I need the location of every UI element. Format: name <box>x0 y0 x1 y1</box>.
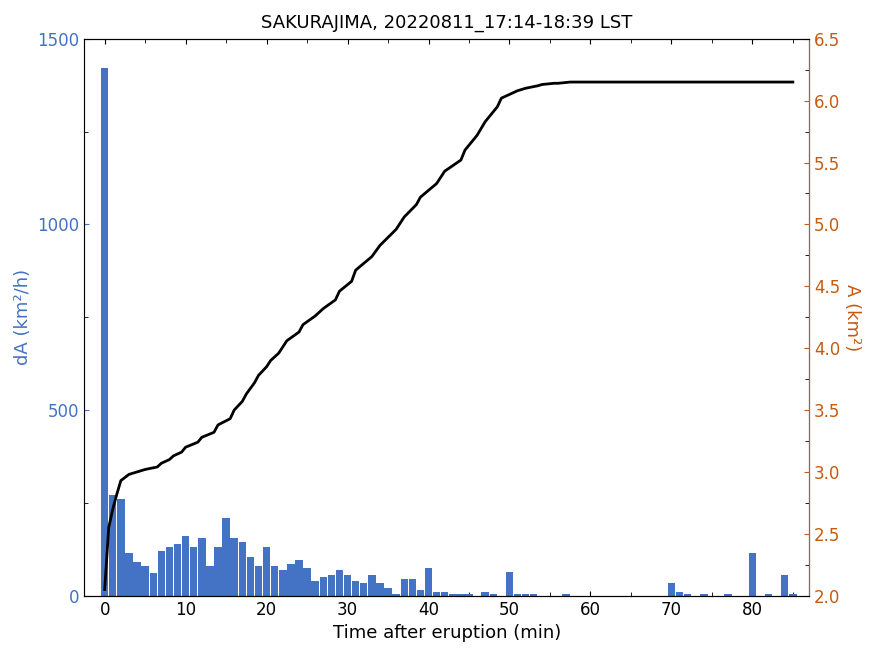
Bar <box>262 547 270 596</box>
Bar <box>441 592 448 596</box>
Bar <box>344 575 351 596</box>
Bar <box>182 537 189 596</box>
Bar <box>481 592 489 596</box>
Bar <box>327 575 335 596</box>
Bar <box>409 579 416 596</box>
Bar <box>789 594 796 596</box>
Bar <box>255 566 262 596</box>
Bar <box>206 566 214 596</box>
Bar <box>490 594 497 596</box>
Bar <box>214 547 221 596</box>
Bar <box>563 594 570 596</box>
Bar <box>239 542 246 596</box>
Bar <box>352 581 360 596</box>
Bar <box>174 544 181 596</box>
Bar <box>360 583 368 596</box>
Bar <box>749 553 756 596</box>
Bar <box>668 583 676 596</box>
Bar <box>295 560 303 596</box>
Bar <box>336 569 343 596</box>
Bar <box>125 553 133 596</box>
Bar <box>416 590 424 596</box>
Bar <box>133 562 141 596</box>
Y-axis label: A (km²): A (km²) <box>844 283 861 351</box>
Bar <box>109 495 116 596</box>
Bar <box>765 594 773 596</box>
Bar <box>271 566 278 596</box>
Bar <box>514 594 522 596</box>
Bar <box>433 592 440 596</box>
Bar <box>150 573 157 596</box>
Bar <box>424 568 432 596</box>
Bar <box>457 594 465 596</box>
Bar <box>724 594 732 596</box>
Bar <box>190 547 198 596</box>
Bar <box>700 594 708 596</box>
Bar <box>287 564 295 596</box>
Bar <box>319 577 327 596</box>
Bar <box>304 568 311 596</box>
Bar <box>676 592 683 596</box>
Bar <box>384 588 392 596</box>
Bar <box>312 581 318 596</box>
Bar <box>781 575 788 596</box>
Bar <box>466 594 472 596</box>
Bar <box>279 569 286 596</box>
Bar <box>376 583 383 596</box>
Bar <box>222 518 230 596</box>
Bar <box>158 551 165 596</box>
Bar <box>506 571 514 596</box>
Bar <box>522 594 529 596</box>
Bar <box>401 579 408 596</box>
Bar <box>449 594 457 596</box>
Bar <box>165 547 173 596</box>
Title: SAKURAJIMA, 20220811_17:14-18:39 LST: SAKURAJIMA, 20220811_17:14-18:39 LST <box>261 14 633 32</box>
Bar <box>530 594 537 596</box>
Bar <box>117 499 124 596</box>
X-axis label: Time after eruption (min): Time after eruption (min) <box>332 624 561 642</box>
Bar <box>368 575 375 596</box>
Bar <box>198 538 206 596</box>
Bar <box>142 566 149 596</box>
Bar <box>684 594 691 596</box>
Y-axis label: dA (km²/h): dA (km²/h) <box>14 269 31 365</box>
Bar <box>101 68 108 596</box>
Bar <box>247 557 254 596</box>
Bar <box>230 538 238 596</box>
Bar <box>392 594 400 596</box>
